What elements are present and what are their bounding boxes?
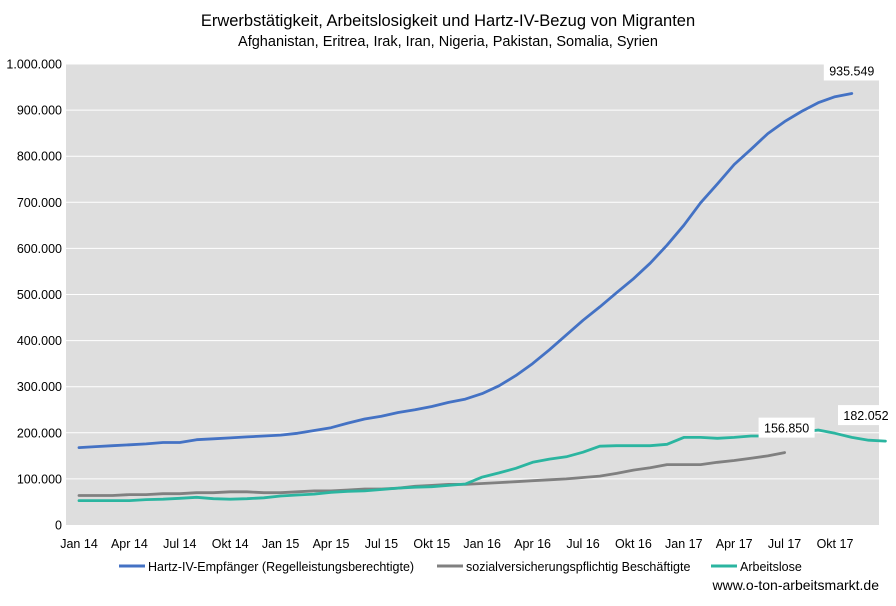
end-value-label: 935.549 — [829, 65, 874, 79]
series-line-hartz-iv — [77, 92, 854, 450]
chart-title: Erwerbstätigkeit, Arbeitslosigkeit und H… — [201, 12, 695, 30]
x-tick-label: Jan 17 — [665, 537, 703, 551]
end-value-label: 182.052 — [843, 409, 888, 423]
y-tick-label: 100.000 — [17, 472, 62, 486]
series-line-arbeitslose — [77, 428, 887, 503]
legend-label-arbeitslose: Arbeitslose — [740, 560, 802, 574]
x-tick-label: Jul 15 — [365, 537, 398, 551]
end-value-label-box — [838, 405, 894, 426]
x-tick-label: Jul 16 — [566, 537, 599, 551]
x-axis-tick-labels: Jan 14 Apr 14 Jul 14 Okt 14 Jan 15 Apr 15 Jul … — [60, 537, 853, 551]
x-tick-label: Apr 16 — [514, 537, 551, 551]
gridlines — [66, 63, 879, 480]
x-tick-label: Okt 14 — [212, 537, 249, 551]
y-tick-label: 1.000.000 — [6, 58, 62, 72]
y-tick-label: 700.000 — [17, 196, 62, 210]
legend-label-hartz-iv: Hartz-IV-Empfänger (Regelleistungsberech… — [148, 560, 414, 574]
x-tick-label: Apr 15 — [313, 537, 350, 551]
footer-url: www.o-ton-arbeitsmarkt.de — [711, 577, 879, 593]
x-tick-label: Jan 15 — [262, 537, 300, 551]
y-tick-label: 900.000 — [17, 104, 62, 118]
end-value-label-box — [758, 417, 815, 438]
x-tick-label: Jul 17 — [768, 537, 801, 551]
x-tick-label: Jan 14 — [60, 537, 98, 551]
series-lines — [77, 92, 887, 503]
y-tick-label: 300.000 — [17, 380, 62, 394]
end-value-labels: 935.549 156.850 182.052 — [758, 60, 894, 438]
y-axis-tick-labels: 0 100.000 200.000 300.000 400.000 500.000 600.… — [6, 58, 62, 533]
y-tick-label: 500.000 — [17, 288, 62, 302]
y-tick-label: 0 — [55, 519, 62, 533]
legend-label-beschaeftigte: sozialversicherungspflichtig Beschäftigt… — [466, 560, 690, 574]
x-tick-label: Okt 16 — [615, 537, 652, 551]
end-value-label-box — [823, 60, 880, 81]
y-tick-label: 200.000 — [17, 426, 62, 440]
legend: Hartz-IV-Empfänger (Regelleistungsberech… — [119, 560, 802, 574]
x-tick-label: Jan 16 — [463, 537, 501, 551]
end-value-label: 156.850 — [764, 422, 809, 436]
y-tick-label: 800.000 — [17, 150, 62, 164]
x-tick-label: Okt 17 — [817, 537, 854, 551]
chart-subtitle: Afghanistan, Eritrea, Irak, Iran, Nigeri… — [238, 34, 658, 50]
x-tick-label: Apr 14 — [111, 537, 148, 551]
x-tick-label: Okt 15 — [413, 537, 450, 551]
y-tick-label: 400.000 — [17, 334, 62, 348]
x-tick-label: Jul 14 — [163, 537, 196, 551]
x-tick-label: Apr 17 — [716, 537, 753, 551]
y-tick-label: 600.000 — [17, 242, 62, 256]
